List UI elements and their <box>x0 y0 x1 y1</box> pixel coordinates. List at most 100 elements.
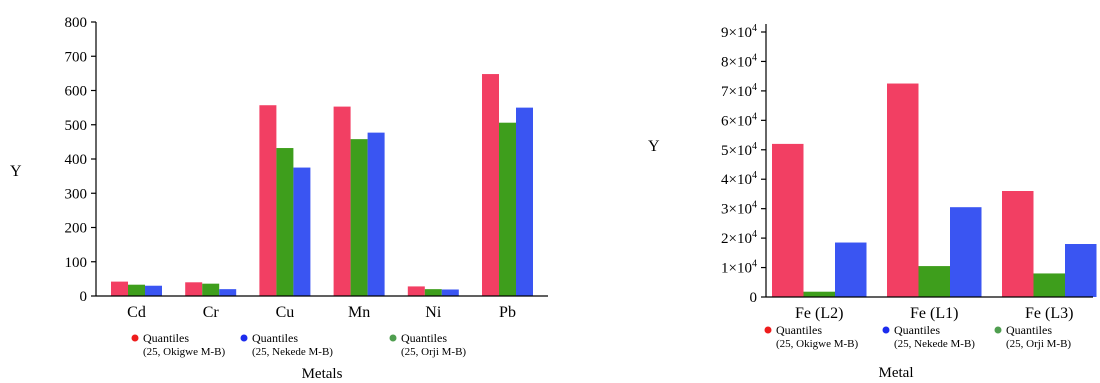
legend-label: Quantiles <box>776 323 822 337</box>
category-label: Fe (L2) <box>795 305 843 322</box>
legend-sublabel: (25, Orji M-B) <box>401 346 466 358</box>
legend-sublabel: (25, Okigwe M-B) <box>143 346 226 358</box>
legend: Quantiles(25, Okigwe M-B)Quantiles(25, N… <box>764 323 1071 350</box>
x-axis-label: Metals <box>302 366 343 382</box>
bar <box>499 122 516 296</box>
bar <box>772 143 804 297</box>
bar <box>259 105 277 296</box>
tick-mantissa: 8×10 <box>721 54 752 70</box>
bar <box>185 282 203 296</box>
tick-exponent: 4 <box>752 141 757 152</box>
bar <box>407 286 425 296</box>
bar <box>803 291 835 297</box>
y-axis-label: Y <box>10 163 22 180</box>
bar <box>1065 244 1097 297</box>
tick-mantissa: 4×10 <box>721 172 752 188</box>
tick-mantissa: 2×10 <box>721 231 752 247</box>
bar <box>145 285 162 296</box>
tick-mantissa: 7×10 <box>721 84 752 100</box>
tick-exponent: 4 <box>752 52 757 63</box>
category-label: Mn <box>348 304 370 321</box>
y-tick-label: 3×104 <box>721 200 757 218</box>
tick-exponent: 4 <box>752 82 757 93</box>
tick-mantissa: 6×10 <box>721 113 752 129</box>
bar <box>516 107 533 296</box>
legend-marker <box>389 334 397 342</box>
y-tick-marks <box>91 21 96 297</box>
bars <box>111 74 533 296</box>
y-tick-label: 300 <box>65 186 88 202</box>
bar <box>350 139 368 296</box>
bar <box>424 289 442 296</box>
y-tick-label: 7×104 <box>721 82 757 100</box>
y-tick-labels: 01×1042×1043×1044×1045×1046×1047×1048×10… <box>721 23 757 306</box>
bar <box>441 289 459 296</box>
bar <box>219 289 237 296</box>
bar <box>276 148 294 296</box>
category-label: Fe (L1) <box>910 305 958 322</box>
tick-exponent: 4 <box>752 111 757 122</box>
y-tick-label: 9×104 <box>721 23 757 41</box>
bar <box>111 281 128 296</box>
bar <box>918 266 950 297</box>
legend-marker <box>994 326 1002 334</box>
y-tick-label: 500 <box>65 118 88 134</box>
legend-label: Quantiles <box>894 323 940 337</box>
bar <box>202 283 220 296</box>
legend: Quantiles(25, Okigwe M-B)Quantiles(25, N… <box>131 331 466 358</box>
tick-exponent: 4 <box>752 259 757 270</box>
y-tick-label: 600 <box>65 84 88 100</box>
tick-exponent: 4 <box>752 200 757 211</box>
category-label: Cd <box>127 304 146 321</box>
y-tick-label: 700 <box>65 49 88 65</box>
category-labels: Cd Cr Cu Mn Ni Pb <box>127 304 516 321</box>
y-tick-label: 4×104 <box>721 170 757 188</box>
legend-sublabel: (25, Orji M-B) <box>1006 338 1071 350</box>
x-axis-label: Metal <box>879 365 914 381</box>
tick-exponent: 4 <box>752 229 757 240</box>
tick-mantissa: 1×10 <box>721 261 752 277</box>
legend-marker <box>882 326 890 334</box>
category-label: Cu <box>276 304 295 321</box>
category-label: Fe (L3) <box>1025 305 1073 322</box>
bar <box>293 167 311 296</box>
legend-sublabel: (25, Okigwe M-B) <box>776 338 859 350</box>
legend-label: Quantiles <box>401 331 447 345</box>
legend-label: Quantiles <box>252 331 298 345</box>
category-label: Pb <box>499 304 516 321</box>
legend-marker <box>764 326 772 334</box>
bars <box>772 83 1097 298</box>
tick-mantissa: 5×10 <box>721 143 752 159</box>
category-labels: Fe (L2) Fe (L1) Fe (L3) <box>795 305 1073 322</box>
legend-marker <box>240 334 248 342</box>
y-tick-marks <box>761 31 766 298</box>
category-label: Cr <box>203 304 220 321</box>
legend-marker <box>131 334 139 342</box>
tick-exponent: 4 <box>752 23 757 34</box>
y-tick-label: 5×104 <box>721 141 757 159</box>
legend-label: Quantiles <box>143 331 189 345</box>
y-tick-label: 6×104 <box>721 111 757 129</box>
y-tick-labels: 0 100 200 300 400 500 600 700 800 <box>65 15 88 305</box>
legend-label: Quantiles <box>1006 323 1052 337</box>
tick-mantissa: 0 <box>750 290 758 306</box>
y-tick-label: 400 <box>65 152 88 168</box>
bar <box>887 83 919 298</box>
tick-mantissa: 9×10 <box>721 25 752 41</box>
bar <box>333 106 351 296</box>
y-tick-label: 200 <box>65 221 88 237</box>
bar <box>950 207 982 297</box>
chart-metals: Y 0 100 200 300 400 500 600 700 800 Cd Cr Cu Mn Ni Pb… <box>10 15 548 382</box>
y-tick-label: 0 <box>80 289 88 305</box>
legend-sublabel: (25, Nekede M-B) <box>894 338 975 350</box>
bar <box>482 74 499 296</box>
y-axis-label: Y <box>648 138 660 155</box>
y-tick-label: 800 <box>65 15 88 31</box>
y-tick-label: 0 <box>750 290 758 306</box>
bar <box>367 132 385 296</box>
chart-iron: Y 01×1042×1043×1044×1045×1046×1047×1048×… <box>648 23 1097 381</box>
y-tick-label: 2×104 <box>721 229 757 247</box>
tick-mantissa: 3×10 <box>721 202 752 218</box>
legend-sublabel: (25, Nekede M-B) <box>252 346 333 358</box>
